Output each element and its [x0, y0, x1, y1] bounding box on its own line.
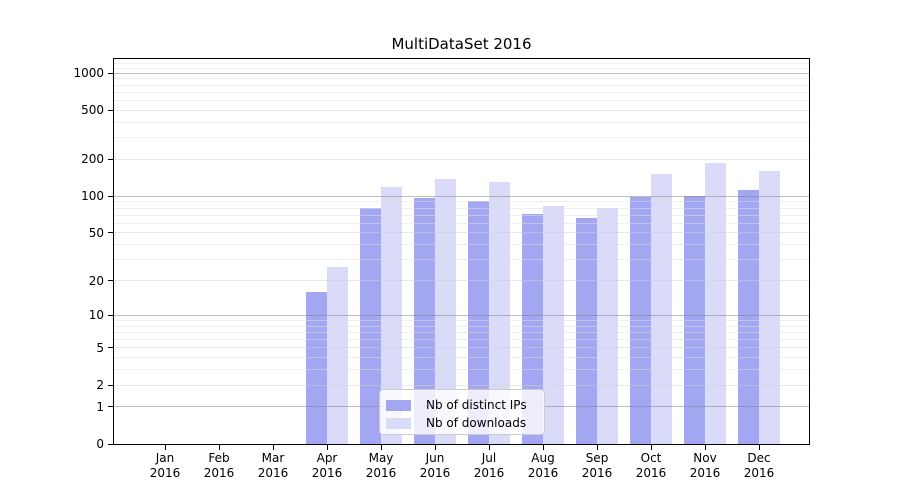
gridline-500: [114, 109, 809, 111]
x-tick-label: Aug 2016: [527, 451, 559, 480]
x-tick-label: Sep 2016: [581, 451, 613, 480]
x-tick-label: Dec 2016: [743, 451, 775, 480]
bar-downloads-jul: [489, 182, 510, 444]
gridline-800: [114, 84, 809, 86]
y-tick-label: 1000: [73, 66, 104, 81]
gridline-70: [114, 214, 809, 216]
gridline-30: [114, 259, 809, 261]
x-tick-label: Jan 2016: [149, 451, 181, 480]
x-tick-mark: [435, 445, 436, 450]
gridline-600: [114, 100, 809, 101]
x-tick-label: Feb 2016: [203, 451, 235, 480]
x-tick-label: Mar 2016: [257, 451, 289, 480]
y-tick-mark: [108, 314, 113, 316]
x-tick-mark: [705, 445, 706, 450]
gridline-50: [114, 232, 809, 234]
gridline-700: [114, 91, 809, 93]
x-tick-mark: [489, 445, 490, 450]
bar-downloads-aug: [543, 205, 564, 444]
legend-swatch-downloads: [386, 417, 411, 429]
legend-label-distinct-ips: Nb of distinct IPs: [426, 398, 527, 412]
x-tick-mark: [759, 445, 760, 450]
bar-downloads-apr: [327, 267, 348, 444]
x-tick-label: Jun 2016: [419, 451, 451, 480]
bar-distinct-ips-apr: [306, 291, 327, 444]
y-tick-mark: [108, 109, 113, 111]
x-tick-mark: [651, 445, 652, 450]
bar-distinct-ips-aug: [522, 214, 543, 444]
x-tick-label: May 2016: [365, 451, 397, 480]
y-tick-mark: [108, 406, 113, 408]
x-tick-label: Nov 2016: [689, 451, 721, 480]
x-tick-mark: [273, 445, 274, 450]
legend-item-distinct-ips: Nb of distinct IPs: [386, 397, 544, 413]
y-tick-label: 5: [96, 340, 104, 355]
x-tick-mark: [219, 445, 220, 450]
x-tick-mark: [597, 445, 598, 450]
y-tick-mark: [108, 384, 113, 386]
y-tick-mark: [108, 195, 113, 197]
gridline-10: [114, 314, 809, 316]
gridline-7: [114, 331, 809, 333]
legend-swatch-distinct-ips: [386, 399, 411, 411]
legend: Nb of distinct IPs Nb of downloads: [379, 389, 545, 435]
gridline-20: [114, 280, 809, 281]
gridline-1200: [114, 62, 809, 64]
x-tick-label: Jul 2016: [473, 451, 505, 480]
y-tick-label: 500: [81, 103, 104, 118]
gridline-40: [114, 244, 809, 246]
y-tick-label: 2: [96, 378, 104, 392]
gridline-200: [114, 158, 809, 160]
gridline-900: [114, 78, 809, 80]
bar-distinct-ips-jul: [468, 201, 489, 444]
x-tick-mark: [327, 445, 328, 450]
chart-title: MultiDataSet 2016: [391, 35, 532, 53]
gridline-5: [114, 347, 809, 349]
legend-item-downloads: Nb of downloads: [386, 415, 544, 431]
y-tick-mark: [108, 443, 113, 445]
gridline-1000: [114, 72, 809, 74]
gridline-6: [114, 339, 809, 340]
bar-downloads-jun: [435, 179, 456, 444]
y-tick-label: 100: [81, 189, 104, 204]
y-tick-mark: [108, 347, 113, 349]
y-tick-mark: [108, 72, 113, 74]
gridline-60: [114, 222, 809, 224]
y-tick-label: 1: [96, 399, 104, 414]
x-tick-label: Apr 2016: [311, 451, 343, 480]
gridline-9: [114, 319, 809, 321]
bar-distinct-ips-sep: [576, 217, 597, 444]
gridline-4: [114, 357, 809, 359]
x-tick-label: Oct 2016: [635, 451, 667, 480]
x-tick-mark: [543, 445, 544, 450]
y-tick-label: 20: [88, 273, 104, 288]
gridline-3: [114, 369, 809, 371]
bar-distinct-ips-dec: [738, 190, 759, 444]
legend-label-downloads: Nb of downloads: [426, 416, 527, 430]
gridline-300: [114, 137, 809, 139]
bar-downloads-dec: [759, 170, 780, 444]
gridline-2: [114, 384, 809, 386]
y-tick-mark: [108, 280, 113, 281]
y-tick-mark: [108, 232, 113, 234]
gridline-8: [114, 325, 809, 327]
x-tick-mark: [381, 445, 382, 450]
grid-layer: [114, 59, 809, 444]
y-tick-label: 50: [88, 225, 104, 240]
y-tick-mark: [108, 158, 113, 160]
gridline-80: [114, 207, 809, 209]
gridline-100: [114, 195, 809, 197]
gridline-400: [114, 121, 809, 123]
gridline-1100: [114, 67, 809, 69]
gridline-90: [114, 201, 809, 203]
bar-distinct-ips-nov: [684, 195, 705, 444]
y-tick-label: 10: [88, 308, 104, 323]
plot-area: Nb of distinct IPs Nb of downloads: [113, 58, 810, 445]
bar-downloads-oct: [651, 173, 672, 444]
x-tick-mark: [165, 445, 166, 450]
y-tick-label: 200: [81, 152, 104, 167]
y-tick-label: 0: [96, 437, 104, 451]
